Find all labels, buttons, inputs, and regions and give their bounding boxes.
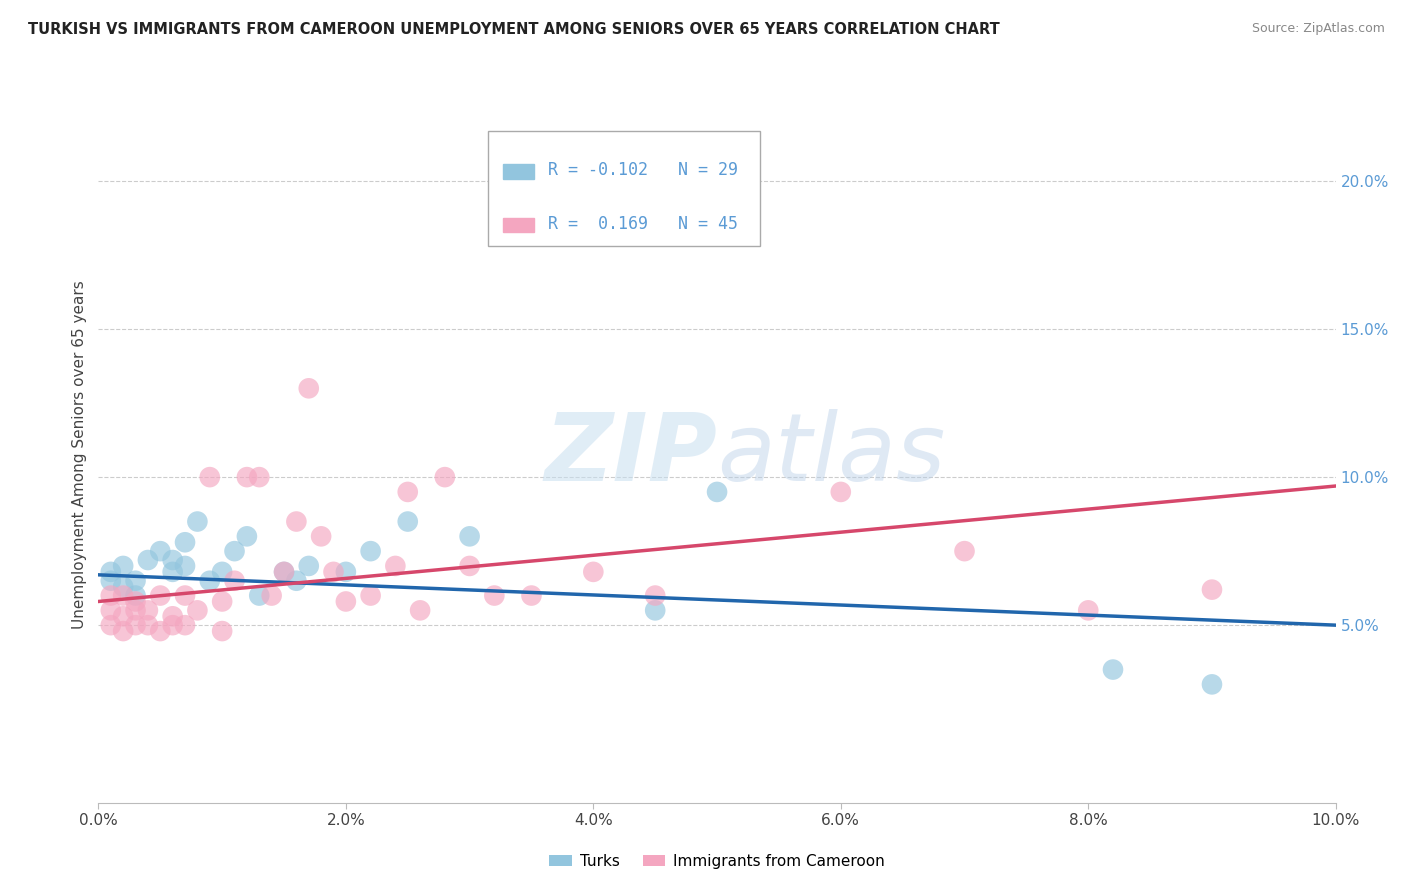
Point [322, 565, 344, 579]
Point [298, 558, 321, 573]
Point [211, 565, 233, 579]
Point [1201, 677, 1223, 691]
Point [247, 589, 270, 603]
Point [247, 470, 270, 484]
Point [100, 565, 122, 579]
Point [198, 470, 221, 484]
Text: Source: ZipAtlas.com: Source: ZipAtlas.com [1251, 22, 1385, 36]
Point [396, 484, 419, 499]
Text: TURKISH VS IMMIGRANTS FROM CAMEROON UNEMPLOYMENT AMONG SENIORS OVER 65 YEARS COR: TURKISH VS IMMIGRANTS FROM CAMEROON UNEM… [28, 22, 1000, 37]
Text: ZIP: ZIP [544, 409, 717, 501]
Point [224, 574, 246, 588]
Point [124, 594, 146, 608]
Point [174, 618, 197, 632]
Point [484, 589, 506, 603]
Point [273, 565, 295, 579]
Point [211, 624, 233, 638]
Point [360, 589, 382, 603]
Point [458, 558, 481, 573]
Point [174, 535, 197, 549]
Point [953, 544, 976, 558]
Point [335, 594, 357, 608]
Point [100, 574, 122, 588]
Point [136, 553, 159, 567]
Point [124, 603, 146, 617]
Text: R = -0.102   N = 29: R = -0.102 N = 29 [547, 161, 738, 179]
Point [149, 624, 172, 638]
Point [260, 589, 283, 603]
Point [112, 609, 135, 624]
Point [149, 589, 172, 603]
Point [236, 529, 259, 543]
Point [285, 515, 308, 529]
Point [149, 544, 172, 558]
Point [433, 470, 456, 484]
Point [396, 515, 419, 529]
Point [285, 574, 308, 588]
Point [162, 609, 184, 624]
Point [162, 565, 184, 579]
Point [186, 603, 208, 617]
Point [644, 603, 666, 617]
Point [124, 589, 146, 603]
Point [162, 553, 184, 567]
Point [100, 618, 122, 632]
Point [1077, 603, 1099, 617]
Point [520, 589, 543, 603]
Point [273, 565, 295, 579]
Point [162, 618, 184, 632]
Text: R =  0.169   N = 45: R = 0.169 N = 45 [547, 215, 738, 233]
Point [335, 565, 357, 579]
Point [112, 580, 135, 594]
Point [124, 618, 146, 632]
FancyBboxPatch shape [503, 218, 534, 233]
Point [236, 470, 259, 484]
Point [1201, 582, 1223, 597]
FancyBboxPatch shape [488, 131, 761, 246]
Point [112, 624, 135, 638]
Point [198, 574, 221, 588]
Point [100, 603, 122, 617]
Point [112, 558, 135, 573]
Point [100, 589, 122, 603]
Text: atlas: atlas [717, 409, 945, 500]
Point [136, 618, 159, 632]
Point [174, 558, 197, 573]
Point [309, 529, 332, 543]
Point [706, 484, 728, 499]
Point [112, 589, 135, 603]
Y-axis label: Unemployment Among Seniors over 65 years: Unemployment Among Seniors over 65 years [72, 281, 87, 629]
Point [211, 594, 233, 608]
Legend: Turks, Immigrants from Cameroon: Turks, Immigrants from Cameroon [543, 848, 891, 875]
Point [409, 603, 432, 617]
FancyBboxPatch shape [503, 164, 534, 178]
Point [830, 484, 852, 499]
Point [298, 381, 321, 395]
Point [360, 544, 382, 558]
Point [124, 574, 146, 588]
Point [224, 544, 246, 558]
Point [174, 589, 197, 603]
Point [458, 529, 481, 543]
Point [644, 589, 666, 603]
Point [136, 603, 159, 617]
Point [384, 558, 406, 573]
Point [186, 515, 208, 529]
Point [582, 565, 605, 579]
Point [1102, 663, 1125, 677]
